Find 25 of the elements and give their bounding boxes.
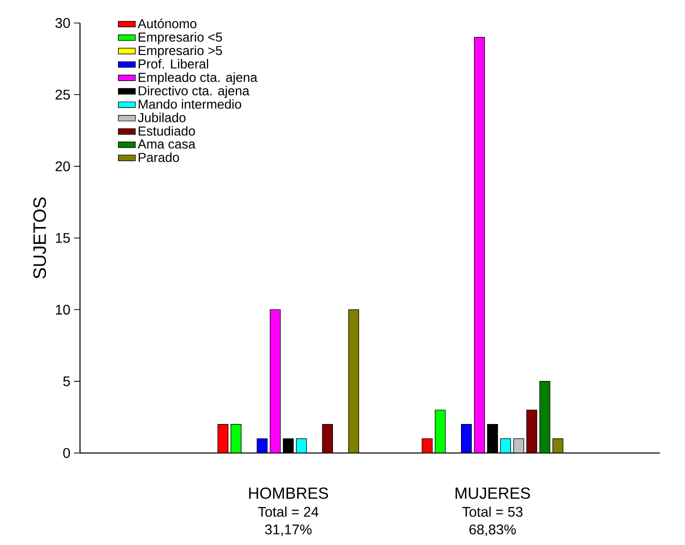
legend-label: Mando intermedio xyxy=(138,99,242,109)
legend-label: Directivo cta. ajena xyxy=(138,86,250,98)
text: 68,83% xyxy=(470,524,516,536)
legend-label: Empleado cta. ajena xyxy=(138,72,258,85)
y-tick-label: 15 xyxy=(56,233,70,243)
text: Total = 53 xyxy=(462,506,522,517)
legend-label: Autónomo xyxy=(138,18,196,28)
y-tick-label: 30 xyxy=(55,18,70,28)
y-axis-title: SUJETOS xyxy=(33,197,46,279)
text: 31,17% xyxy=(265,524,312,536)
y-tick-label: 0 xyxy=(63,448,70,458)
legend-label: Ama casa xyxy=(138,140,196,149)
legend-label: Parado xyxy=(138,152,180,162)
y-tick-label: 25 xyxy=(56,90,70,100)
y-tick-label: 5 xyxy=(63,376,70,386)
legend-label: Empresario >5 xyxy=(138,46,222,58)
legend-label: Prof. Liberal xyxy=(138,59,208,69)
y-tick-label: 10 xyxy=(56,304,70,315)
legend-label: Empresario <5 xyxy=(138,32,222,44)
legend-label: Estudiado xyxy=(138,126,195,136)
legend-label: Jubilado xyxy=(138,112,186,122)
x-tick-label: MUJERES xyxy=(456,488,530,499)
text: Total = 24 xyxy=(258,506,318,517)
y-tick-label: 20 xyxy=(56,161,70,172)
x-tick-label: HOMBRES xyxy=(249,488,328,499)
